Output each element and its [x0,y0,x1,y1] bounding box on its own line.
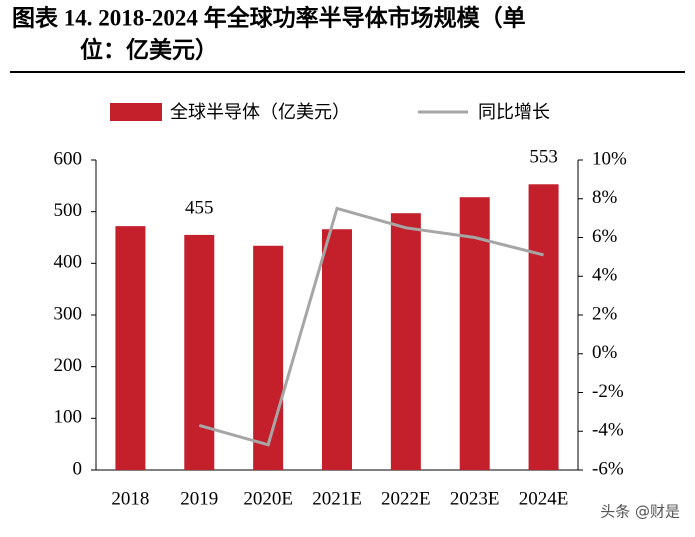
y2-tick-label: -4% [592,420,624,441]
y2-tick-label: 8% [592,187,618,208]
y2-tick-label: 10% [592,148,627,169]
bar [390,213,421,470]
chart-title: 位：亿美元） [80,36,218,62]
x-tick-label: 2022E [381,488,431,509]
y2-tick-label: 4% [592,265,618,286]
y2-tick-label: 0% [592,342,618,363]
y2-tick-label: -6% [592,458,624,479]
legend-label: 全球半导体（亿美元） [170,102,350,123]
bar [115,226,146,470]
bar [322,229,352,470]
x-tick-label: 2019 [180,488,218,509]
data-label: 553 [529,147,558,168]
y-tick-label: 100 [54,407,83,428]
x-tick-label: 2021E [312,488,362,509]
y-tick-label: 500 [54,200,83,221]
bar [253,245,284,470]
legend-swatch [110,103,162,121]
y-tick-label: 400 [54,252,83,273]
y-tick-label: 0 [73,458,83,479]
bar [528,184,559,471]
y-tick-label: 600 [54,148,83,169]
y2-tick-label: -2% [592,381,624,402]
y2-tick-label: 6% [592,226,618,247]
watermark: 头条 @财是 [600,503,680,521]
x-tick-label: 2018 [111,488,149,509]
y-tick-label: 200 [54,355,83,376]
x-tick-label: 2023E [450,488,500,509]
data-label: 455 [185,197,214,218]
x-tick-label: 2024E [519,488,569,509]
bar [184,234,215,470]
y2-tick-label: 2% [592,303,618,324]
legend-label: 同比增长 [478,102,550,123]
line [198,206,544,447]
bar [459,197,490,470]
chart-title: 图表 14. 2018-2024 年全球功率半导体市场规模（单 [12,4,526,30]
y-tick-label: 300 [54,303,83,324]
x-tick-label: 2020E [243,488,293,509]
